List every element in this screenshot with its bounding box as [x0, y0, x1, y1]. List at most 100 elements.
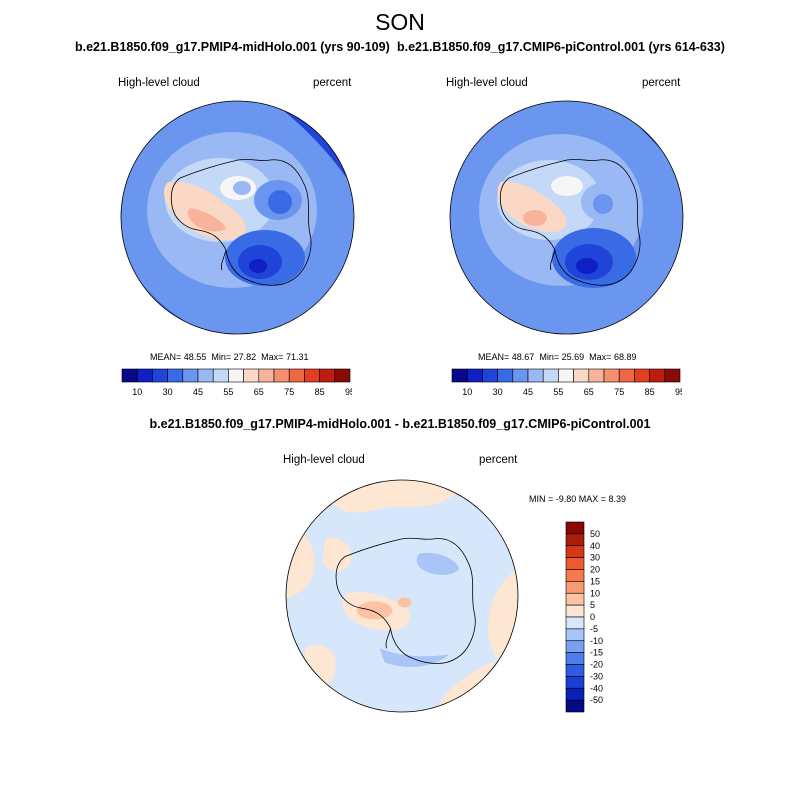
- colorbar-box: [482, 368, 498, 383]
- colorbar-box: [182, 368, 199, 383]
- colorbar-label: 5: [590, 600, 595, 610]
- colorbar-box: [565, 604, 585, 618]
- panel-2-min-label: Min=: [539, 352, 560, 362]
- colorbar-box: [565, 521, 585, 535]
- colorbar-box: [565, 640, 585, 653]
- colorbar-label: 15: [590, 576, 600, 586]
- panel-1-map: [120, 100, 355, 335]
- colorbar-box: [565, 664, 585, 677]
- colorbar-label: 65: [584, 387, 594, 397]
- panel-1-variable: High-level cloud: [118, 77, 200, 89]
- colorbar-label: 40: [590, 541, 600, 551]
- panel-2-max-label: Max=: [589, 352, 612, 362]
- colorbar-box: [167, 368, 184, 383]
- colorbar-box: [304, 368, 320, 383]
- colorbar-box: [565, 699, 585, 713]
- difference-variable: High-level cloud: [283, 454, 365, 466]
- panel-1-stats: MEAN= 48.55 Min= 27.82 Max= 71.31: [150, 352, 308, 362]
- colorbar-box: [527, 368, 544, 383]
- colorbar-box: [565, 592, 585, 606]
- colorbar-label: 10: [132, 387, 142, 397]
- colorbar-box: [565, 687, 585, 701]
- colorbar-box: [565, 545, 585, 558]
- colorbar-box: [258, 368, 275, 383]
- panel-2-min: 25.69: [561, 352, 585, 362]
- panel-2-title: b.e21.B1850.f09_g17.CMIP6-piControl.001 …: [397, 40, 725, 54]
- panel-1-min: 27.82: [233, 352, 257, 362]
- colorbar-box: [319, 368, 336, 383]
- panel-2-map: [449, 100, 684, 335]
- panel-1-units: percent: [313, 77, 352, 89]
- colorbar-box: [243, 368, 260, 383]
- difference-units: percent: [479, 454, 518, 466]
- panel-2-max: 68.89: [613, 352, 637, 362]
- colorbar-label: -10: [590, 636, 603, 646]
- colorbar-box: [136, 368, 153, 383]
- panel-1-mean: 48.55: [183, 352, 207, 362]
- colorbar-box: [565, 569, 585, 582]
- colorbar-label: -50: [590, 695, 603, 705]
- colorbar-label: -20: [590, 660, 603, 670]
- colorbar-box: [565, 533, 585, 547]
- colorbar-box: [288, 368, 305, 383]
- difference-title: b.e21.B1850.f09_g17.PMIP4-midHolo.001 - …: [149, 417, 651, 431]
- colorbar-label: 10: [462, 387, 472, 397]
- colorbar-label: 85: [315, 387, 325, 397]
- colorbar-box: [565, 628, 585, 642]
- panel-2-units: percent: [642, 77, 681, 89]
- colorbar-box: [565, 652, 585, 665]
- colorbar-label: 95: [345, 387, 352, 397]
- colorbar-label: 95: [675, 387, 682, 397]
- colorbar-label: 45: [523, 387, 533, 397]
- colorbar-box: [664, 368, 681, 383]
- colorbar-box: [618, 368, 635, 383]
- panel-2-mean: 48.67: [511, 352, 535, 362]
- colorbar-label: 30: [590, 553, 600, 563]
- colorbar-label: 55: [223, 387, 233, 397]
- panel-2-mean-label: MEAN=: [478, 352, 510, 362]
- colorbar-box: [565, 557, 585, 570]
- colorbar-label: -30: [590, 671, 603, 681]
- panel-2-variable: High-level cloud: [446, 77, 528, 89]
- colorbar-box: [121, 368, 138, 383]
- colorbar-label: 85: [645, 387, 655, 397]
- colorbar-box: [466, 368, 483, 383]
- colorbar-label: 50: [590, 529, 600, 539]
- colorbar-label: 0: [590, 612, 595, 622]
- colorbar-box: [603, 368, 620, 383]
- colorbar-box: [212, 368, 229, 383]
- colorbar-box: [451, 368, 468, 383]
- panel-1-colorbar: 10 30 45 55 65 75 85 95: [121, 368, 352, 397]
- season-title: SON: [375, 9, 425, 35]
- colorbar-box: [565, 581, 585, 594]
- difference-map: [285, 479, 519, 713]
- panel-1-title: b.e21.B1850.f09_g17.PMIP4-midHolo.001 (y…: [75, 40, 390, 54]
- colorbar-label: -15: [590, 648, 603, 658]
- colorbar-label: -5: [590, 624, 598, 634]
- colorbar-box: [197, 368, 214, 383]
- panel-2-colorbar: 10 30 45 55 65 75 85 95: [451, 368, 682, 397]
- panel-1-mean-label: MEAN=: [150, 352, 182, 362]
- colorbar-label: 30: [493, 387, 503, 397]
- colorbar-box: [573, 368, 590, 383]
- difference-minmax: MIN = -9.80 MAX = 8.39: [529, 494, 627, 504]
- colorbar-label: -40: [590, 683, 603, 693]
- colorbar-box: [558, 368, 574, 383]
- colorbar-box: [634, 368, 650, 383]
- colorbar-label: 55: [553, 387, 563, 397]
- colorbar-label: 45: [193, 387, 203, 397]
- colorbar-box: [273, 368, 290, 383]
- colorbar-label: 75: [284, 387, 294, 397]
- colorbar-box: [228, 368, 244, 383]
- colorbar-box: [649, 368, 666, 383]
- panel-1-max: 71.31: [285, 352, 309, 362]
- colorbar-label: 75: [614, 387, 624, 397]
- colorbar-box: [152, 368, 168, 383]
- panel-1-min-label: Min=: [211, 352, 232, 362]
- colorbar-box: [542, 368, 559, 383]
- colorbar-label: 30: [163, 387, 173, 397]
- colorbar-box: [565, 616, 585, 630]
- colorbar-box: [334, 368, 351, 383]
- panel-1-max-label: Max=: [261, 352, 284, 362]
